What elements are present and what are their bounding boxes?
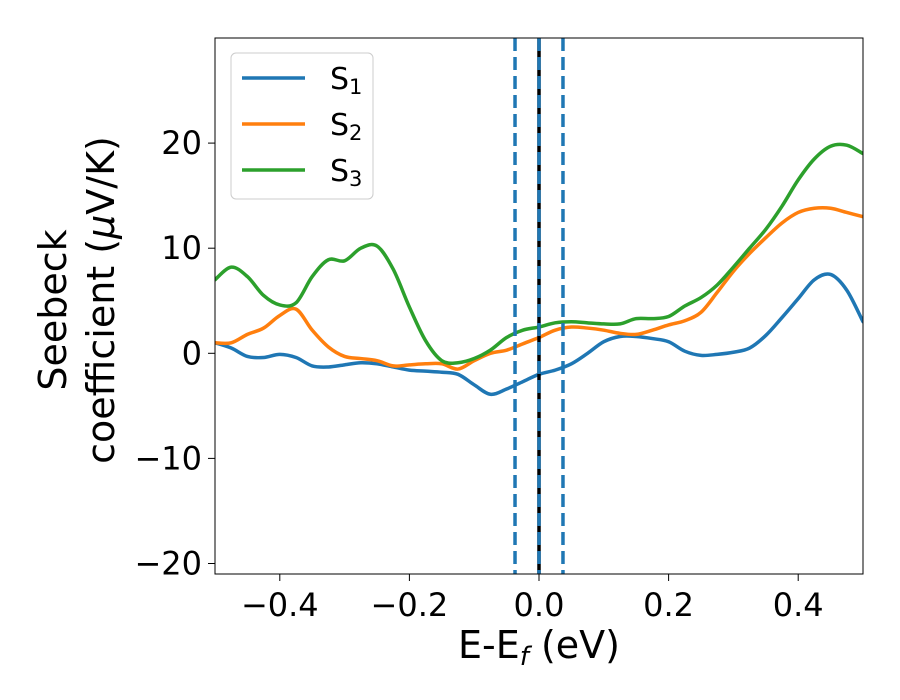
y-axis-label-mu: μ <box>79 215 123 240</box>
y-axis-label-line2: coefficient (μV/K) <box>79 136 123 464</box>
x-tick-label: −0.4 <box>241 586 319 624</box>
y-axis-ticks: −20 −10 0 10 20 <box>134 124 215 582</box>
x-tick-label: −0.2 <box>371 586 449 624</box>
legend: S1 S2 S3 <box>230 52 374 200</box>
x-axis-label: E-Ef (eV) <box>458 623 620 672</box>
y-tick-label: −20 <box>134 544 202 582</box>
x-axis-label-main: E-E <box>458 623 520 667</box>
y-axis-label-prefix: coefficient ( <box>79 239 123 464</box>
legend-label-s1: S1 <box>330 62 362 99</box>
vline-layer <box>513 38 565 574</box>
y-tick-label: −10 <box>134 439 202 477</box>
x-axis-label-unit: (eV) <box>529 623 620 667</box>
legend-label-s2: S2 <box>330 108 362 145</box>
x-tick-label: 0.2 <box>643 586 694 624</box>
y-axis-label-suffix: V/K) <box>79 136 123 215</box>
y-tick-label: 0 <box>182 334 202 372</box>
y-axis-label-line1: Seebeck <box>31 229 75 390</box>
y-tick-label: 20 <box>161 124 202 162</box>
y-tick-label: 10 <box>161 229 202 267</box>
legend-box <box>230 52 374 200</box>
legend-items: S1 S2 S3 <box>242 62 362 191</box>
x-tick-label: 0.4 <box>773 586 824 624</box>
x-axis-ticks: −0.4 −0.2 0.0 0.2 0.4 <box>241 574 824 624</box>
x-tick-label: 0.0 <box>514 586 565 624</box>
legend-label-s3: S3 <box>330 154 362 191</box>
